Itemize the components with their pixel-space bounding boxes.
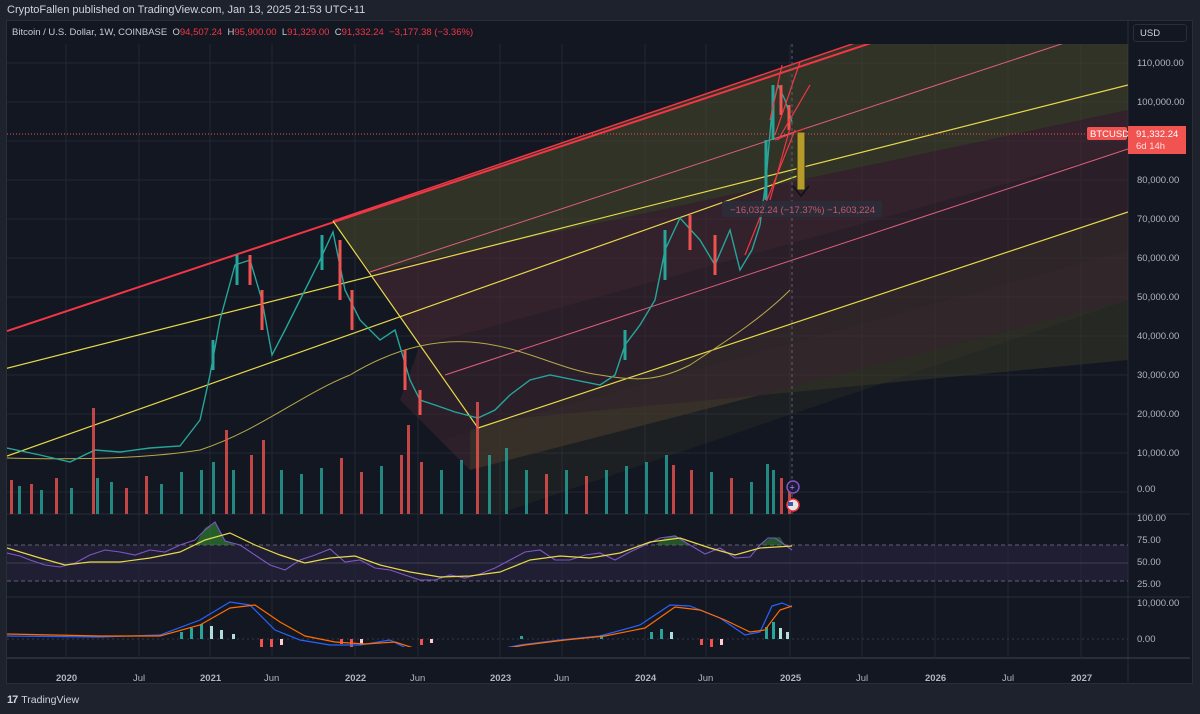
svg-text:50.00: 50.00 <box>1137 557 1161 568</box>
currency-button[interactable]: USD <box>1133 24 1187 42</box>
price-tag-value: 91,332.24 <box>1136 129 1178 140</box>
low-value: 91,329.00 <box>287 27 330 38</box>
price-axis[interactable]: 110,000.00 100,000.00 80,000.00 70,000.0… <box>1137 58 1185 645</box>
macd-panel[interactable] <box>7 601 1128 658</box>
svg-text:70,000.00: 70,000.00 <box>1137 214 1179 225</box>
measure-label: −16,032.24 (−17.37%) −1,603,224 <box>730 205 875 216</box>
svg-text:Jul: Jul <box>133 673 145 684</box>
publisher-line: CryptoFallen published on TradingView.co… <box>7 4 366 16</box>
footer-brand[interactable]: 17 TradingView <box>7 694 79 706</box>
svg-text:0.00: 0.00 <box>1137 484 1156 495</box>
open-label: O <box>172 27 180 38</box>
close-label: C <box>334 27 342 38</box>
volume-bars <box>10 402 791 514</box>
channel-lower-line <box>477 211 1128 429</box>
svg-text:2023: 2023 <box>490 673 511 684</box>
symbol-legend: Bitcoin / U.S. Dollar, 1W, COINBASE O94,… <box>12 27 473 38</box>
svg-text:Jul: Jul <box>856 673 868 684</box>
svg-text:Jun: Jun <box>264 673 279 684</box>
change-value: −3,177.38 (−3.36%) <box>389 27 474 38</box>
svg-text:Jun: Jun <box>410 673 425 684</box>
svg-text:2020: 2020 <box>56 673 77 684</box>
svg-text:10,000.00: 10,000.00 <box>1137 598 1179 609</box>
time-axis[interactable]: 2020 Jul 2021 Jun 2022 Jun 2023 Jun 2024… <box>56 673 1092 684</box>
pitchfork-handle <box>332 220 479 429</box>
channel-line <box>444 148 1128 376</box>
svg-text:25.00: 25.00 <box>1137 579 1161 590</box>
svg-text:100,000.00: 100,000.00 <box>1137 97 1185 108</box>
svg-text:2024: 2024 <box>635 673 657 684</box>
high-label: H <box>227 27 235 38</box>
svg-text:2026: 2026 <box>925 673 946 684</box>
upper-trendline[interactable] <box>7 20 940 332</box>
svg-text:2021: 2021 <box>200 673 222 684</box>
lower-trendline[interactable] <box>7 174 801 457</box>
brand-name: TradingView <box>21 694 80 706</box>
svg-text:60,000.00: 60,000.00 <box>1137 253 1179 264</box>
svg-text:Jul: Jul <box>1002 673 1014 684</box>
svg-text:20,000.00: 20,000.00 <box>1137 409 1179 420</box>
wedge-drawing[interactable] <box>744 61 811 256</box>
event-icon[interactable] <box>786 480 800 494</box>
close-value: 91,332.24 <box>341 27 384 38</box>
svg-text:0.00: 0.00 <box>1137 634 1156 645</box>
candles <box>211 85 791 415</box>
price-tag-countdown: 6d 14h <box>1136 141 1165 152</box>
measure-label-bg <box>722 201 882 217</box>
svg-text:110,000.00: 110,000.00 <box>1137 58 1184 69</box>
svg-text:Jun: Jun <box>698 673 713 684</box>
current-price-tag: BTCUSD 91,332.24 6d 14h <box>1087 126 1186 154</box>
tradingview-logo-icon: 17 <box>7 694 18 706</box>
low-label: L <box>281 27 288 38</box>
svg-text:50,000.00: 50,000.00 <box>1137 292 1179 303</box>
plus-icon: + <box>790 483 795 493</box>
svg-text:2022: 2022 <box>345 673 366 684</box>
measure-arrow[interactable] <box>792 131 810 198</box>
svg-text:75.00: 75.00 <box>1137 535 1161 546</box>
svg-text:10,000.00: 10,000.00 <box>1137 448 1179 459</box>
channel-line <box>369 44 1063 273</box>
high-value: 95,900.00 <box>234 27 277 38</box>
svg-text:2027: 2027 <box>1071 673 1092 684</box>
svg-text:2025: 2025 <box>780 673 802 684</box>
symbol-name[interactable]: Bitcoin / U.S. Dollar, 1W, COINBASE <box>12 27 168 38</box>
svg-text:30,000.00: 30,000.00 <box>1137 370 1179 381</box>
moving-average-line <box>7 289 791 460</box>
svg-text:100.00: 100.00 <box>1137 513 1166 524</box>
pitchfork-channel[interactable] <box>333 0 1128 520</box>
svg-text:80,000.00: 80,000.00 <box>1137 175 1179 186</box>
price-tag-symbol: BTCUSD <box>1090 129 1129 140</box>
rsi-panel[interactable] <box>7 521 1128 582</box>
svg-text:Jun: Jun <box>554 673 569 684</box>
median-line <box>7 84 1128 369</box>
open-value: 94,507.24 <box>179 27 223 38</box>
svg-text:40,000.00: 40,000.00 <box>1137 331 1179 342</box>
